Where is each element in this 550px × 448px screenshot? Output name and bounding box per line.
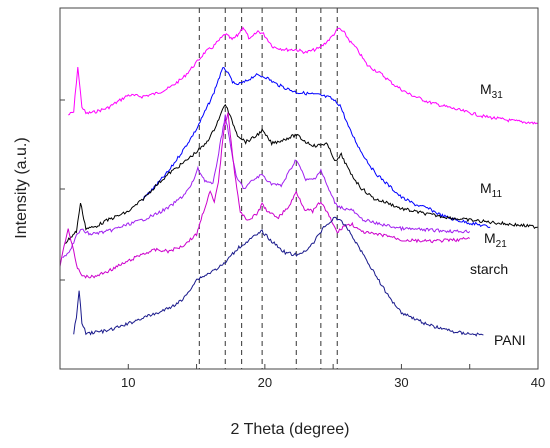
- series-label-sub-0: 31: [492, 90, 504, 101]
- plot-frame: [59, 7, 539, 370]
- series-label-0: M31: [480, 81, 503, 101]
- series-label-4: starch: [470, 261, 508, 277]
- series-line-3: [62, 114, 471, 259]
- series-group: [59, 26, 539, 337]
- series-label-3: M21: [484, 230, 507, 250]
- series-label-sub-2: 11: [492, 189, 503, 200]
- series-label-5: PANI: [494, 332, 526, 348]
- x-axis-label: 2 Theta (degree): [231, 421, 350, 438]
- series-line-0: [68, 26, 539, 125]
- x-tick-label-40: 40: [531, 375, 545, 390]
- y-axis-label: Intensity (a.u.): [13, 137, 30, 238]
- x-tick-label-20: 20: [258, 375, 272, 390]
- series-line-5: [73, 216, 484, 337]
- x-tick-label-10: 10: [121, 375, 135, 390]
- series-line-2: [65, 103, 539, 244]
- x-axis-ticks: 10 20 30 40: [59, 364, 545, 390]
- series-line-4: [59, 112, 471, 279]
- reference-lines: [198, 8, 338, 369]
- series-label-sub-3: 21: [496, 239, 508, 250]
- y-axis-ticks: [60, 99, 65, 281]
- series-line-1: [141, 66, 491, 229]
- x-tick-label-30: 30: [394, 375, 408, 390]
- series-label-2: M11: [480, 180, 502, 200]
